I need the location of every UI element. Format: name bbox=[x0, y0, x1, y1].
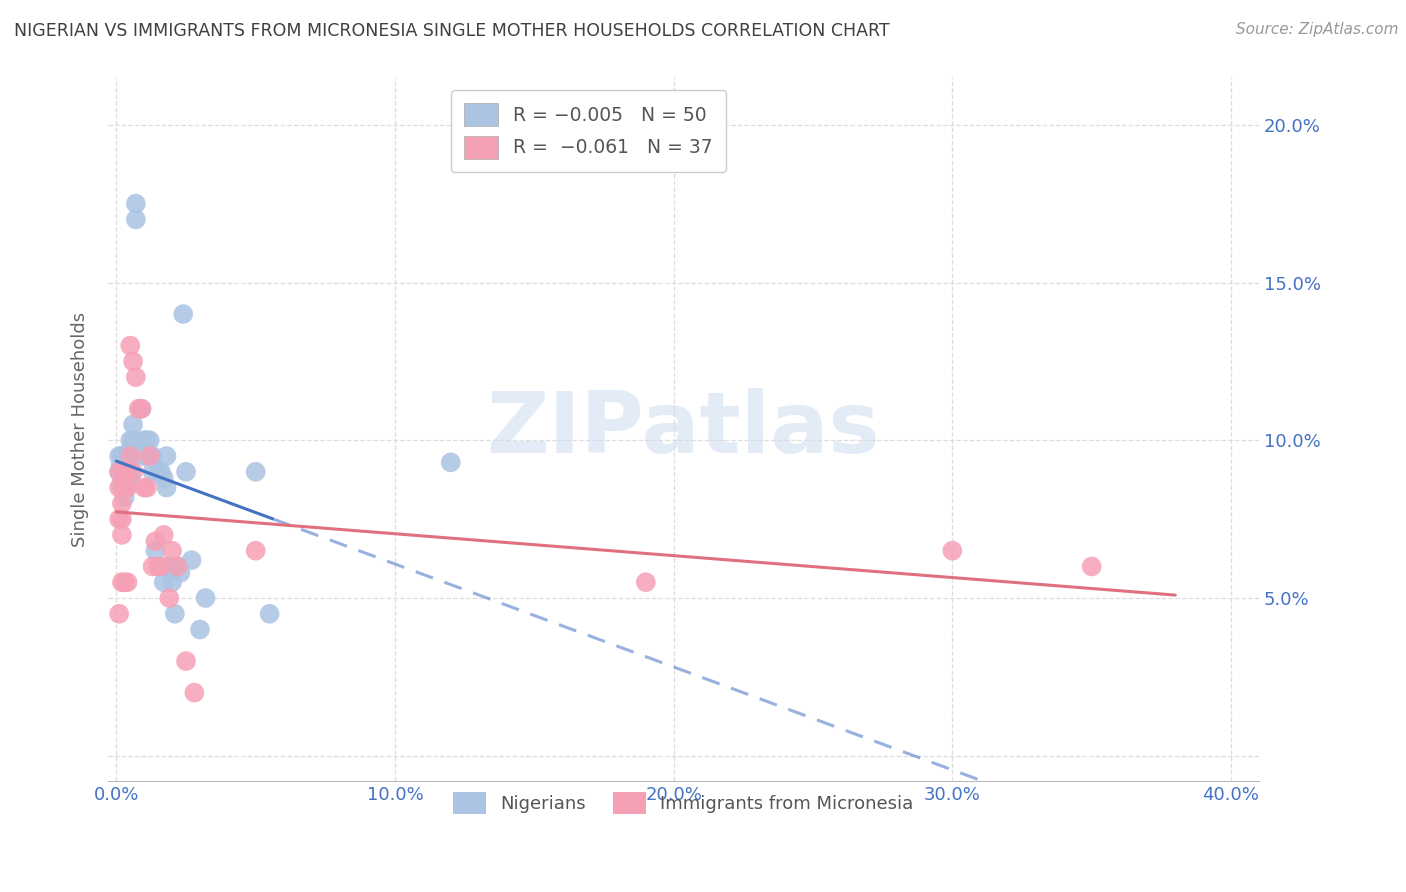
Point bbox=[172, 307, 194, 321]
Point bbox=[142, 449, 165, 463]
Point bbox=[149, 465, 172, 479]
Point bbox=[157, 591, 180, 605]
Point bbox=[128, 401, 150, 416]
Point bbox=[117, 449, 139, 463]
Point bbox=[122, 354, 145, 368]
Point bbox=[146, 559, 169, 574]
Point bbox=[117, 465, 139, 479]
Point bbox=[136, 449, 159, 463]
Point bbox=[120, 471, 142, 485]
Point bbox=[125, 196, 148, 211]
Point bbox=[114, 481, 136, 495]
Point bbox=[245, 543, 267, 558]
Point bbox=[245, 465, 267, 479]
Point bbox=[122, 465, 145, 479]
Point bbox=[114, 575, 136, 590]
Point bbox=[117, 575, 139, 590]
Point bbox=[111, 575, 134, 590]
Point bbox=[111, 481, 134, 495]
Point bbox=[259, 607, 281, 621]
Point bbox=[152, 528, 174, 542]
Point bbox=[440, 455, 463, 469]
Point bbox=[1080, 559, 1102, 574]
Point bbox=[166, 559, 188, 574]
Point bbox=[134, 449, 156, 463]
Point bbox=[111, 471, 134, 485]
Point bbox=[174, 654, 197, 668]
Point bbox=[122, 417, 145, 432]
Point bbox=[111, 512, 134, 526]
Point bbox=[131, 401, 153, 416]
Point bbox=[134, 481, 156, 495]
Point bbox=[117, 481, 139, 495]
Point bbox=[131, 401, 153, 416]
Point bbox=[117, 471, 139, 485]
Point bbox=[160, 575, 183, 590]
Point bbox=[143, 543, 166, 558]
Point bbox=[114, 481, 136, 495]
Point bbox=[122, 434, 145, 448]
Point bbox=[112, 465, 135, 479]
Point bbox=[111, 449, 134, 463]
Point bbox=[180, 553, 202, 567]
Point bbox=[114, 471, 136, 485]
Point bbox=[120, 442, 142, 457]
Point bbox=[155, 481, 177, 495]
Point bbox=[108, 465, 131, 479]
Point bbox=[125, 212, 148, 227]
Legend: Nigerians, Immigrants from Micronesia: Nigerians, Immigrants from Micronesia bbox=[443, 781, 924, 825]
Point bbox=[111, 496, 134, 510]
Point bbox=[125, 370, 148, 384]
Point bbox=[188, 623, 211, 637]
Point bbox=[139, 434, 162, 448]
Point bbox=[152, 575, 174, 590]
Point bbox=[174, 465, 197, 479]
Point bbox=[120, 338, 142, 352]
Point bbox=[136, 434, 159, 448]
Point bbox=[152, 471, 174, 485]
Point bbox=[146, 465, 169, 479]
Point bbox=[163, 607, 186, 621]
Point bbox=[149, 559, 172, 574]
Point bbox=[110, 458, 132, 473]
Point bbox=[143, 534, 166, 549]
Point bbox=[136, 481, 159, 495]
Point bbox=[120, 455, 142, 469]
Point bbox=[120, 434, 142, 448]
Point bbox=[142, 465, 165, 479]
Point bbox=[139, 449, 162, 463]
Point bbox=[634, 575, 657, 590]
Point bbox=[160, 543, 183, 558]
Text: NIGERIAN VS IMMIGRANTS FROM MICRONESIA SINGLE MOTHER HOUSEHOLDS CORRELATION CHAR: NIGERIAN VS IMMIGRANTS FROM MICRONESIA S… bbox=[14, 22, 890, 40]
Point bbox=[114, 490, 136, 504]
Point bbox=[157, 559, 180, 574]
Point bbox=[114, 458, 136, 473]
Point bbox=[194, 591, 217, 605]
Text: ZIPatlas: ZIPatlas bbox=[486, 388, 880, 471]
Point bbox=[108, 481, 131, 495]
Point bbox=[155, 449, 177, 463]
Point bbox=[108, 607, 131, 621]
Point bbox=[114, 465, 136, 479]
Point bbox=[108, 512, 131, 526]
Y-axis label: Single Mother Households: Single Mother Households bbox=[72, 311, 89, 547]
Point bbox=[108, 465, 131, 479]
Point bbox=[111, 528, 134, 542]
Point bbox=[169, 566, 191, 580]
Text: Source: ZipAtlas.com: Source: ZipAtlas.com bbox=[1236, 22, 1399, 37]
Point bbox=[166, 559, 188, 574]
Point bbox=[183, 686, 205, 700]
Point bbox=[134, 434, 156, 448]
Point bbox=[120, 449, 142, 463]
Point bbox=[941, 543, 963, 558]
Point bbox=[108, 449, 131, 463]
Point bbox=[142, 559, 165, 574]
